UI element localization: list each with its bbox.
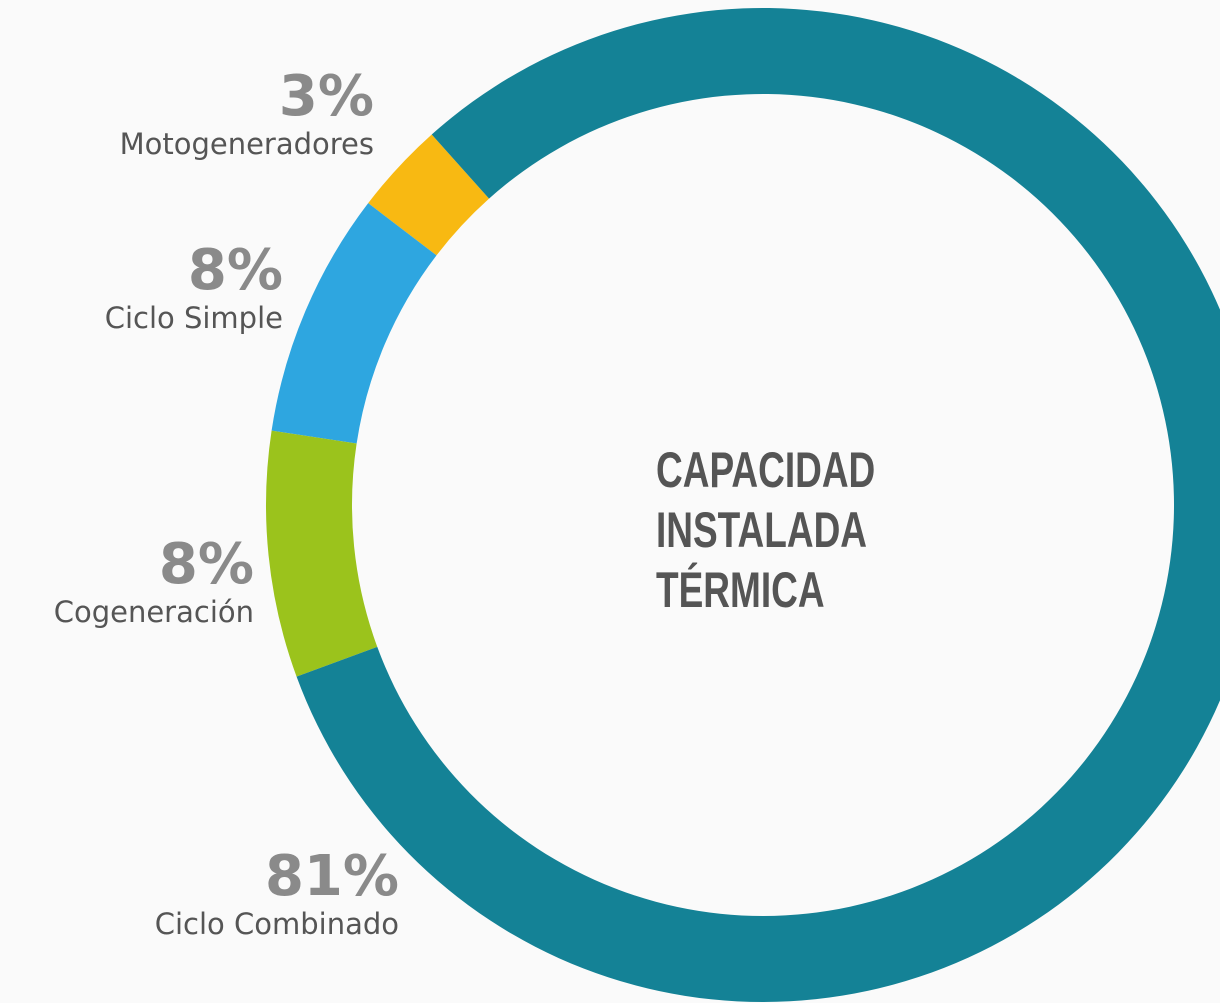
value-label: 3% xyxy=(279,64,374,129)
value-label: 8% xyxy=(159,532,254,597)
category-label: Ciclo Combinado xyxy=(155,907,399,941)
chart-title: CAPACIDAD INSTALADA TÉRMICA xyxy=(656,442,876,618)
category-label: Ciclo Simple xyxy=(105,301,283,335)
category-label: Motogeneradores xyxy=(120,127,374,161)
category-label: Cogeneración xyxy=(54,595,254,629)
donut-segment xyxy=(265,430,378,677)
donut-segment xyxy=(271,203,437,444)
donut-segment xyxy=(368,134,490,256)
value-label: 8% xyxy=(188,238,283,303)
value-label: 81% xyxy=(265,844,399,909)
